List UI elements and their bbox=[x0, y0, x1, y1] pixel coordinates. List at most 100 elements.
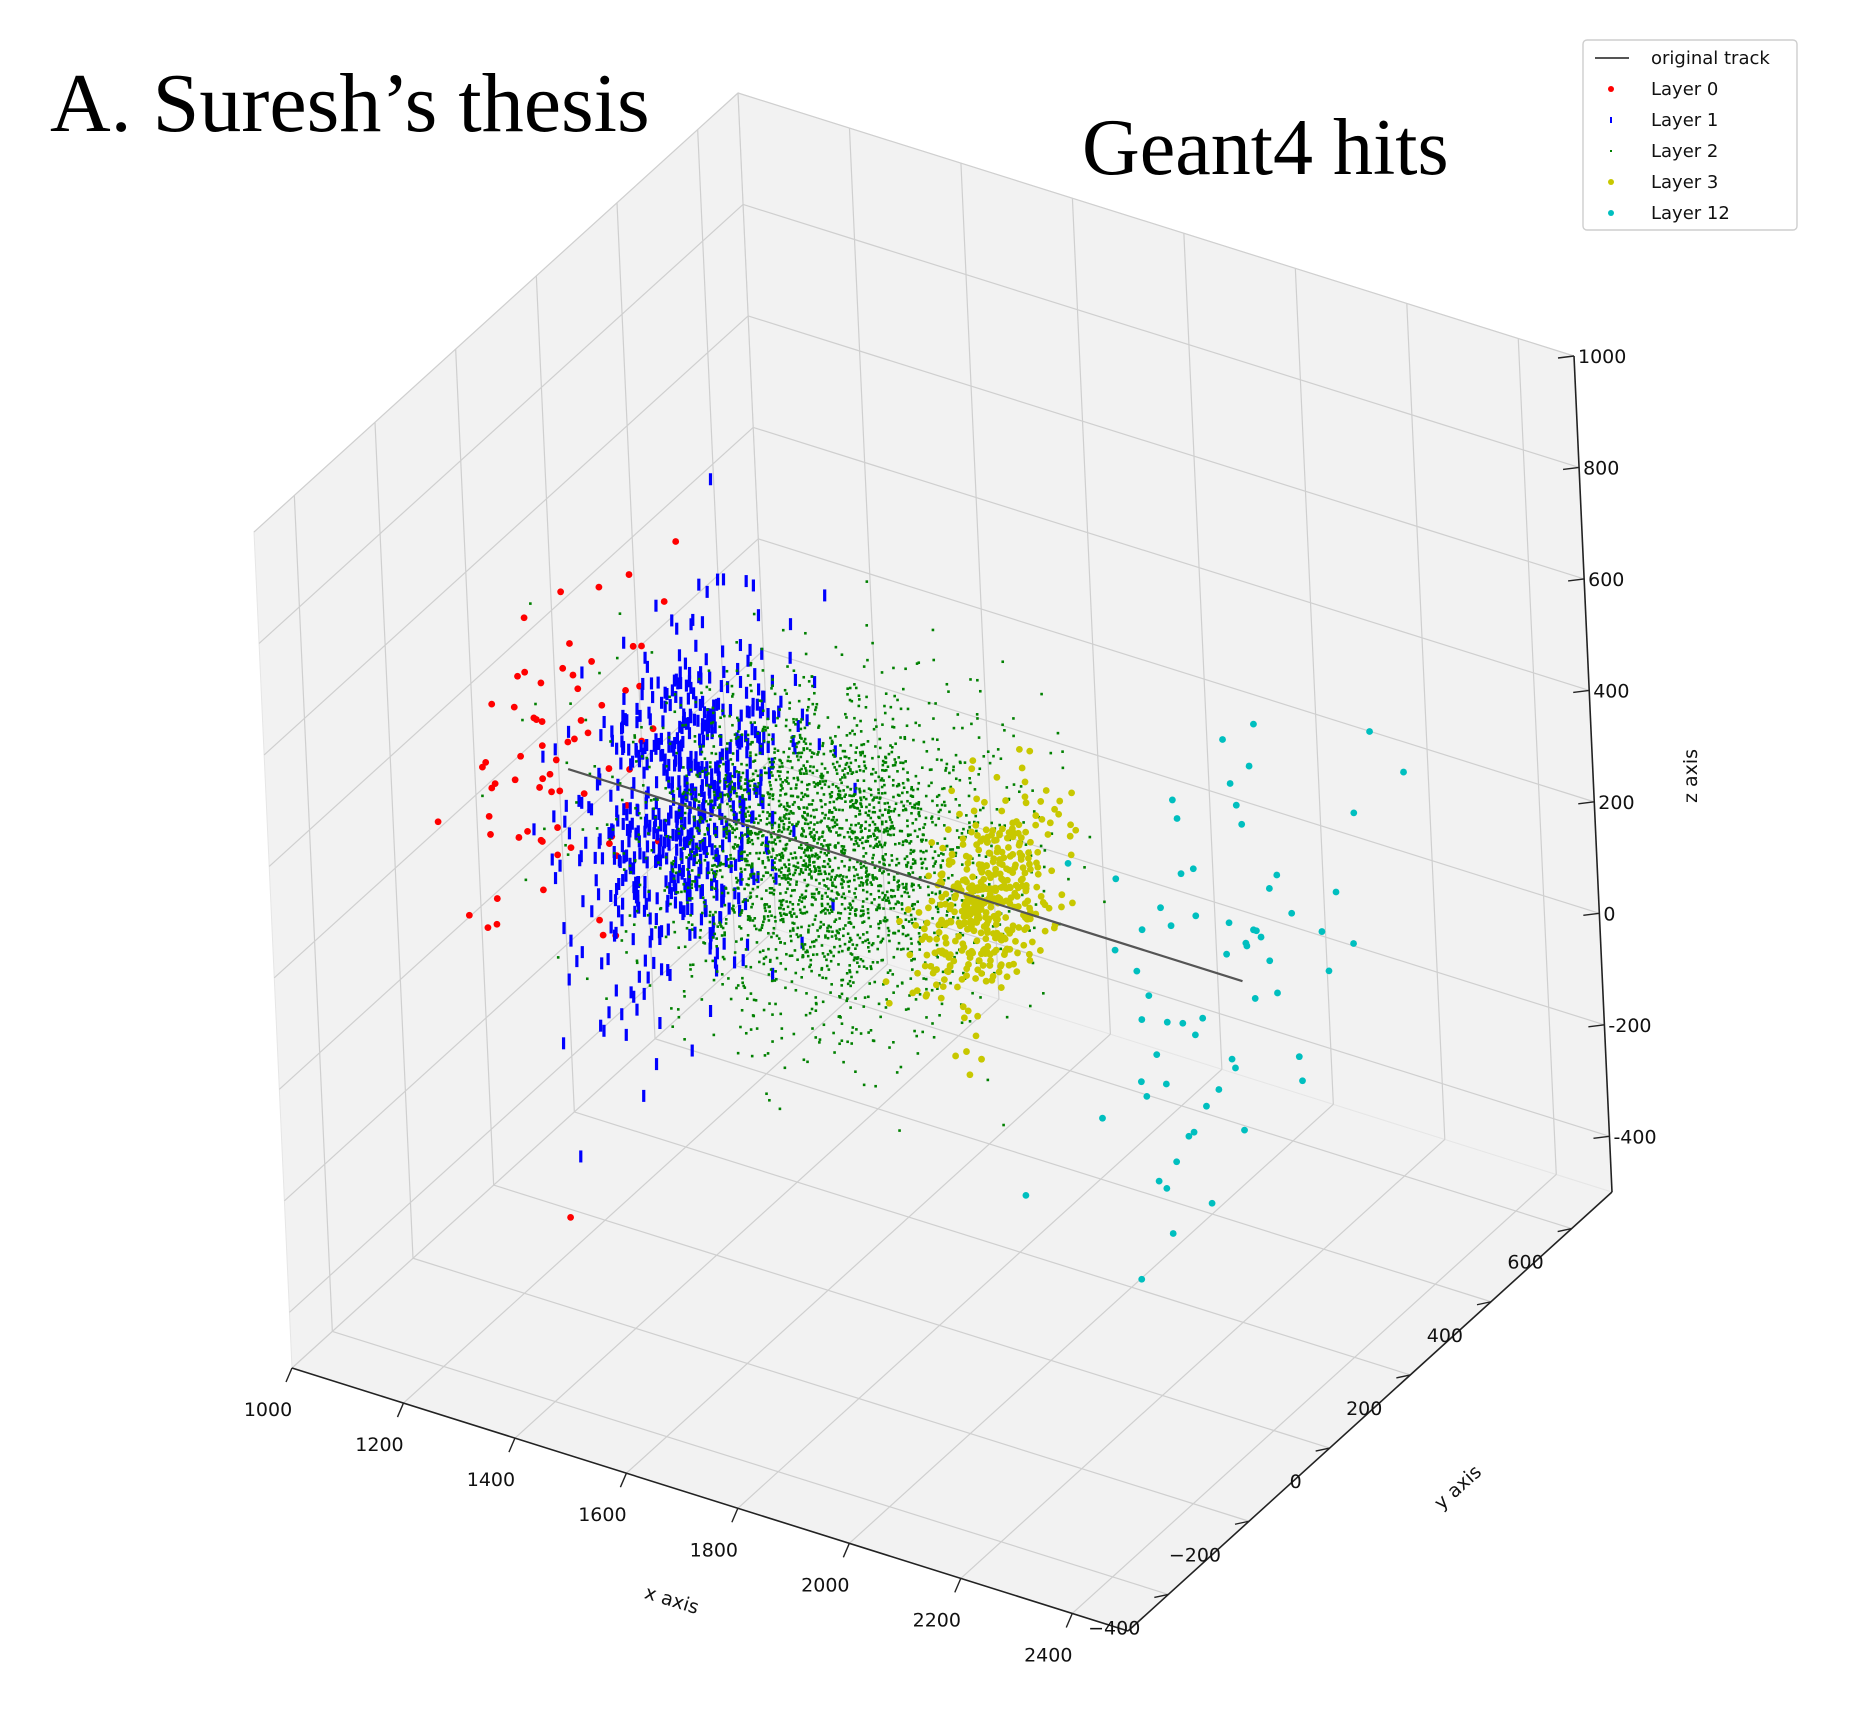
data-point bbox=[751, 704, 755, 717]
data-point bbox=[799, 755, 803, 759]
data-point bbox=[874, 826, 878, 830]
data-point bbox=[1009, 819, 1017, 827]
data-point bbox=[479, 763, 486, 771]
data-point bbox=[757, 782, 760, 785]
data-point bbox=[948, 810, 951, 814]
data-point bbox=[766, 717, 769, 721]
data-point bbox=[840, 878, 844, 881]
data-point bbox=[854, 947, 857, 950]
data-point bbox=[859, 796, 862, 800]
data-point bbox=[751, 772, 755, 776]
data-point bbox=[839, 882, 843, 886]
data-point bbox=[689, 968, 692, 971]
data-point bbox=[751, 1014, 755, 1017]
data-point bbox=[760, 800, 764, 803]
data-point bbox=[958, 778, 962, 782]
data-point bbox=[693, 735, 697, 738]
data-point bbox=[786, 869, 790, 873]
data-point bbox=[567, 1213, 574, 1221]
data-point bbox=[694, 639, 698, 652]
data-point bbox=[1024, 843, 1028, 847]
data-point bbox=[786, 876, 789, 880]
data-point bbox=[1003, 945, 1011, 953]
data-point bbox=[820, 835, 824, 838]
data-point bbox=[739, 926, 743, 930]
data-point bbox=[687, 666, 692, 679]
data-point bbox=[982, 977, 990, 985]
data-point bbox=[966, 1071, 974, 1079]
data-point bbox=[698, 666, 703, 679]
data-point bbox=[722, 862, 725, 866]
data-point bbox=[1169, 1230, 1177, 1237]
data-point bbox=[741, 900, 745, 904]
data-point bbox=[855, 806, 859, 810]
data-point bbox=[708, 920, 712, 924]
data-point bbox=[735, 881, 739, 884]
data-point bbox=[782, 750, 786, 754]
data-point bbox=[875, 796, 879, 799]
data-point bbox=[851, 1026, 855, 1029]
data-point bbox=[963, 865, 971, 873]
data-point bbox=[816, 857, 820, 860]
data-point bbox=[649, 749, 653, 762]
data-point bbox=[805, 747, 809, 750]
data-point bbox=[820, 786, 824, 790]
data-point bbox=[721, 839, 725, 852]
data-point bbox=[1001, 660, 1005, 664]
data-point bbox=[763, 726, 767, 729]
data-point bbox=[704, 653, 708, 666]
data-point bbox=[744, 788, 748, 791]
data-point bbox=[824, 803, 827, 806]
data-point bbox=[800, 791, 804, 795]
data-point bbox=[746, 859, 749, 863]
data-point bbox=[712, 856, 716, 860]
data-point bbox=[719, 733, 723, 746]
data-point bbox=[939, 866, 943, 869]
data-point bbox=[780, 761, 784, 765]
data-point bbox=[743, 887, 746, 891]
data-point bbox=[831, 868, 835, 872]
data-point bbox=[765, 889, 768, 892]
data-point bbox=[1241, 1126, 1248, 1134]
data-point bbox=[831, 884, 834, 887]
data-point bbox=[773, 915, 777, 919]
data-point bbox=[880, 777, 884, 780]
data-point bbox=[798, 684, 802, 687]
data-point bbox=[750, 1054, 754, 1058]
data-point bbox=[886, 765, 890, 769]
data-point bbox=[894, 842, 897, 846]
data-point bbox=[493, 895, 501, 902]
data-point bbox=[950, 874, 954, 877]
data-point bbox=[1157, 904, 1164, 912]
data-point bbox=[701, 896, 705, 900]
data-point bbox=[800, 767, 803, 771]
data-point bbox=[884, 899, 888, 902]
data-point bbox=[711, 734, 714, 738]
data-point bbox=[746, 781, 750, 794]
data-point bbox=[690, 886, 694, 890]
data-point bbox=[708, 671, 712, 684]
data-point bbox=[672, 674, 677, 687]
data-point bbox=[684, 803, 687, 806]
data-point bbox=[805, 714, 809, 727]
data-point bbox=[969, 678, 972, 681]
data-point bbox=[878, 869, 881, 872]
data-point bbox=[795, 755, 799, 758]
data-point bbox=[814, 938, 818, 942]
data-point bbox=[757, 803, 760, 807]
data-point bbox=[805, 760, 809, 763]
data-point bbox=[1015, 821, 1023, 829]
data-point bbox=[647, 832, 650, 835]
data-point bbox=[862, 846, 865, 850]
data-point bbox=[840, 1039, 844, 1043]
data-point bbox=[961, 902, 968, 909]
data-point bbox=[968, 776, 971, 780]
data-point bbox=[564, 738, 572, 746]
data-point bbox=[978, 861, 986, 869]
z-tick bbox=[1573, 689, 1590, 694]
data-point bbox=[808, 826, 811, 830]
series-layer-3 bbox=[882, 745, 1080, 1079]
data-point bbox=[791, 921, 794, 925]
data-point bbox=[785, 780, 789, 783]
data-point bbox=[884, 820, 888, 823]
